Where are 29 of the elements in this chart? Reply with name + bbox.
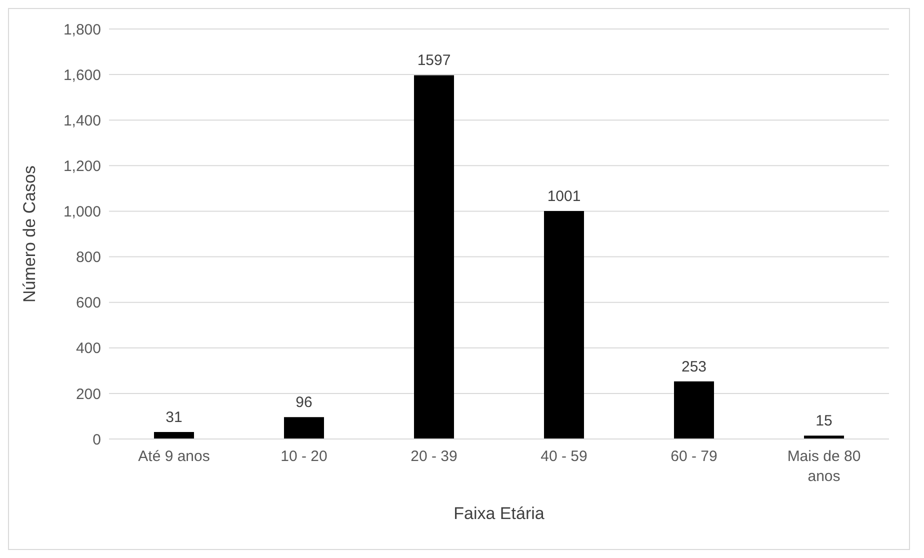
y-tick-label: 200 (76, 386, 101, 403)
data-label: 15 (816, 412, 832, 430)
bar (544, 210, 584, 439)
data-label: 1001 (547, 188, 581, 205)
y-tick-label: 400 (76, 340, 101, 358)
y-tick-label: 1,600 (63, 66, 101, 84)
x-tick-label: Mais de 80 anos (787, 448, 861, 485)
x-tick-label: 60 - 79 (670, 448, 718, 465)
bar (674, 381, 714, 439)
y-tick-label: 1,200 (63, 158, 101, 175)
x-tick-label: 20 - 39 (410, 448, 458, 465)
y-tick-label: 0 (92, 431, 101, 448)
y-tick-label: 1,000 (63, 204, 101, 221)
x-axis-title: Faixa Etária (454, 504, 545, 523)
y-tick-label: 600 (76, 294, 101, 312)
y-tick-label: 800 (76, 249, 101, 266)
y-tick-label: 1,800 (63, 21, 101, 38)
data-label: 96 (296, 394, 312, 412)
data-label: 1597 (417, 52, 451, 70)
bar (154, 432, 194, 439)
y-tick-label: 1,400 (63, 112, 101, 130)
y-axis-title: Número de Casos (20, 165, 40, 303)
bar (284, 417, 324, 439)
x-tick-label: 40 - 59 (540, 448, 588, 465)
data-label: 253 (681, 358, 707, 376)
data-label: 31 (166, 408, 182, 426)
x-tick-label: 10 - 20 (280, 448, 328, 465)
x-tick-label: Até 9 anos (138, 448, 210, 465)
bar (414, 75, 454, 439)
